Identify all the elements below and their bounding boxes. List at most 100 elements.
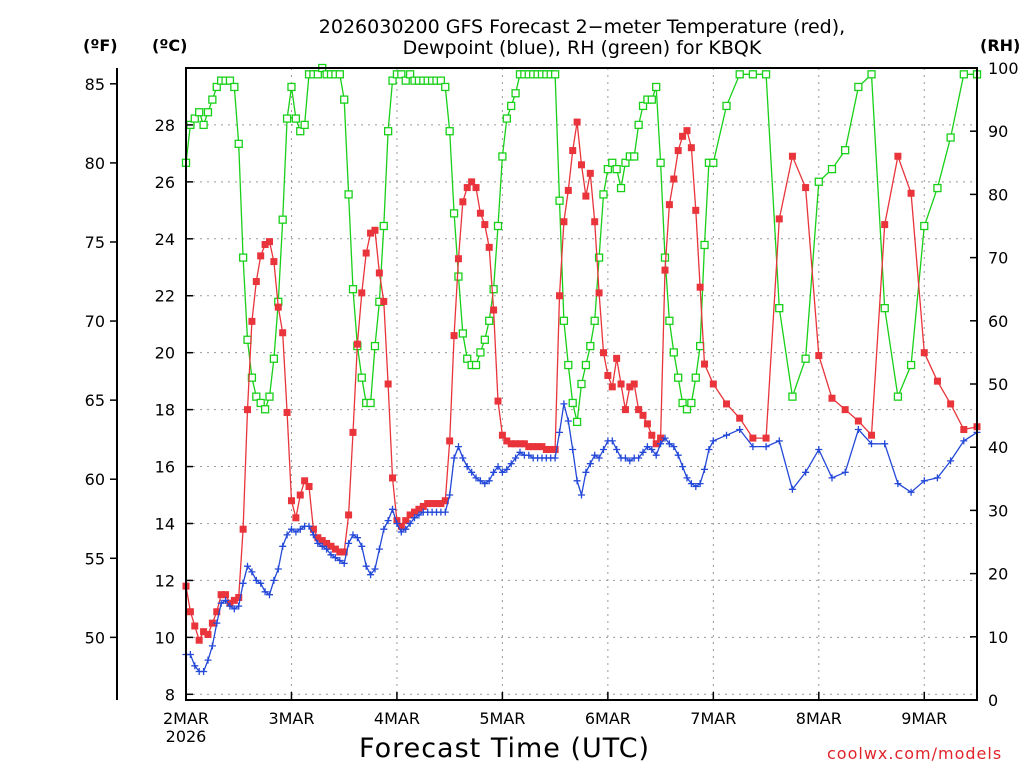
temperature-point <box>960 426 968 434</box>
temperature-point <box>542 445 550 453</box>
temperature-point <box>270 258 278 266</box>
temperature-point <box>626 383 634 391</box>
relative-humidity-point <box>775 304 784 313</box>
relative-humidity-point <box>335 70 344 79</box>
temperature-point <box>490 306 498 314</box>
temperature-point <box>696 283 704 291</box>
relative-humidity-point <box>313 70 322 79</box>
dewpoint-point <box>626 457 634 465</box>
temperature-point <box>701 360 709 368</box>
dewpoint-point <box>204 656 212 664</box>
temperature-point <box>599 349 607 357</box>
dewpoint-point <box>279 542 287 550</box>
dewpoint-point <box>318 542 326 550</box>
rh-axis-unit: (RH) <box>980 36 1021 55</box>
relative-humidity-point <box>476 348 485 357</box>
dewpoint-point <box>525 451 533 459</box>
relative-humidity-point <box>199 120 208 130</box>
dewpoint-point <box>345 539 353 547</box>
temperature-point <box>481 221 489 229</box>
fahrenheit-tick-label: 50 <box>85 628 105 647</box>
relative-humidity-point <box>370 341 380 351</box>
dewpoint-point <box>868 440 875 448</box>
relative-humidity-point <box>357 373 366 382</box>
relative-humidity-point <box>801 354 810 363</box>
dewpoint-point <box>503 465 511 473</box>
temperature-point <box>468 178 476 186</box>
temperature-point <box>252 278 260 286</box>
dewpoint-point <box>371 565 379 573</box>
relative-humidity-point <box>449 209 459 218</box>
dewpoint-point <box>402 525 410 533</box>
dewpoint-point <box>476 477 484 485</box>
dewpoint-point <box>854 426 862 433</box>
relative-humidity-point <box>893 392 903 401</box>
dewpoint-line <box>186 403 978 673</box>
temperature-point <box>230 596 238 604</box>
relative-humidity-point <box>225 76 235 85</box>
temperature-point <box>652 440 660 448</box>
dewpoint-point <box>608 437 616 445</box>
relative-humidity-point <box>507 101 516 111</box>
relative-humidity-point <box>735 70 744 79</box>
dewpoint-point <box>463 463 471 471</box>
relative-humidity-point <box>577 379 586 389</box>
temperature-point <box>617 380 625 388</box>
dewpoint-point <box>323 545 331 553</box>
dewpoint-point <box>683 474 691 482</box>
temperature-point <box>586 169 594 177</box>
dewpoint-point <box>450 454 458 462</box>
dewpoint-point <box>621 454 629 462</box>
temperature-point <box>507 440 515 448</box>
temperature-point <box>450 332 458 340</box>
relative-humidity-point <box>445 127 454 136</box>
temperature-point <box>564 186 572 194</box>
temperature-point <box>692 206 700 214</box>
rh-tick-label: 60 <box>988 312 1008 331</box>
dewpoint-point <box>578 491 585 499</box>
dewpoint-point <box>446 491 454 499</box>
temperature-point <box>551 445 559 453</box>
temperature-point <box>556 292 564 300</box>
source-credit: coolwx.com/models <box>827 744 1003 763</box>
rh-tick-label: 10 <box>988 628 1008 647</box>
dewpoint-point <box>389 505 396 513</box>
rh-tick-label: 0 <box>988 691 998 710</box>
relative-humidity-point <box>586 341 595 351</box>
relative-humidity-point <box>550 70 560 79</box>
relative-humidity-point <box>252 392 261 401</box>
dewpoint-point <box>687 480 695 488</box>
dewpoint-point <box>907 488 915 496</box>
relative-humidity-point <box>489 285 498 294</box>
dewpoint-point <box>248 568 256 576</box>
temperature-line <box>185 122 978 642</box>
relative-humidity-point <box>647 95 656 104</box>
relative-humidity-point <box>568 398 577 408</box>
dewpoint-point <box>600 446 607 453</box>
dewpoint-point <box>217 599 225 607</box>
celsius-tick-label: 24 <box>155 230 175 249</box>
relative-humidity-point <box>594 253 604 262</box>
relative-humidity-point <box>265 392 274 401</box>
dewpoint-point <box>393 520 401 527</box>
relative-humidity-point <box>485 316 494 325</box>
dewpoint-point <box>643 443 651 451</box>
fahrenheit-tick-label: 60 <box>85 470 105 489</box>
dewpoint-point <box>327 551 335 559</box>
temperature-point <box>657 434 665 442</box>
dewpoint-point <box>485 477 493 485</box>
temperature-point <box>402 517 410 525</box>
relative-humidity-point <box>238 253 248 262</box>
temperature-point <box>485 243 493 251</box>
relative-humidity-point <box>665 316 674 325</box>
relative-humidity-point <box>656 158 665 167</box>
dewpoint-point <box>340 559 348 567</box>
dewpoint-point <box>481 480 489 488</box>
relative-humidity-point <box>630 152 639 161</box>
dewpoint-point <box>239 579 247 587</box>
relative-humidity-point <box>674 373 683 382</box>
dewpoint-point <box>441 508 449 516</box>
temperature-point <box>665 201 673 209</box>
dewpoint-point <box>560 400 568 408</box>
temperature-point <box>591 218 599 226</box>
